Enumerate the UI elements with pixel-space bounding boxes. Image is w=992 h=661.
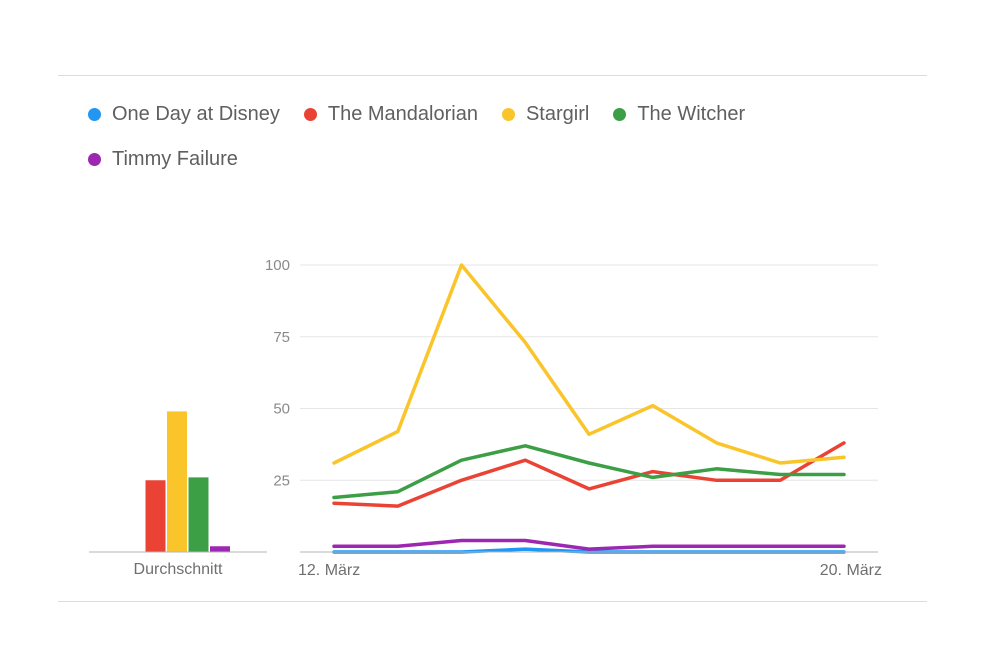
y-tick-50: 50 <box>273 401 290 418</box>
average-bars <box>145 411 230 552</box>
legend-item-one-day-at-disney[interactable]: One Day at Disney <box>88 103 280 126</box>
legend-dot-one-day-at-disney <box>88 107 101 121</box>
legend-label-one-day-at-disney: One Day at Disney <box>112 102 280 125</box>
legend-row-2: Timmy Failure <box>88 143 888 175</box>
line-the-mandalorian <box>332 441 846 508</box>
legend-dot-the-witcher <box>613 107 627 121</box>
legend-item-timmy-failure[interactable]: Timmy Failure <box>88 148 238 171</box>
average-bar-stargirl <box>167 411 187 552</box>
legend-dot-timmy-failure <box>88 152 101 166</box>
top-divider <box>58 75 927 76</box>
y-tick-75: 75 <box>273 329 290 346</box>
x-tick-start: 12. März <box>298 562 360 579</box>
legend-label-the-mandalorian: The Mandalorian <box>327 102 478 125</box>
line-timmy-failure <box>332 538 846 551</box>
average-bar-the-witcher <box>188 477 209 552</box>
legend-dot-the-mandalorian <box>303 107 317 121</box>
x-tick-end: 20. März <box>820 562 882 579</box>
legend-item-stargirl[interactable]: Stargirl <box>501 102 590 126</box>
average-bar-timmy-failure <box>210 546 230 552</box>
line-the-witcher <box>332 444 846 500</box>
legend-dot-stargirl <box>501 107 515 121</box>
legend-label-timmy-failure: Timmy Failure <box>112 147 238 170</box>
legend: One Day at Disney The Mandalorian Stargi… <box>88 98 888 188</box>
gridlines <box>300 264 878 481</box>
legend-label-stargirl: Stargirl <box>525 102 590 125</box>
y-tick-100: 100 <box>265 257 290 274</box>
legend-item-the-witcher[interactable]: The Witcher <box>613 103 745 126</box>
legend-label-the-witcher: The Witcher <box>637 102 746 125</box>
y-tick-25: 25 <box>273 472 290 489</box>
y-axis-ticks: 25 50 75 100 <box>265 257 290 489</box>
average-bar-the-mandalorian <box>145 480 166 552</box>
legend-item-the-mandalorian[interactable]: The Mandalorian <box>303 102 478 126</box>
bottom-divider <box>58 601 927 602</box>
legend-row-1: One Day at Disney The Mandalorian Stargi… <box>88 98 888 130</box>
average-label: Durchschnitt <box>134 561 223 578</box>
line-stargirl <box>332 263 846 465</box>
